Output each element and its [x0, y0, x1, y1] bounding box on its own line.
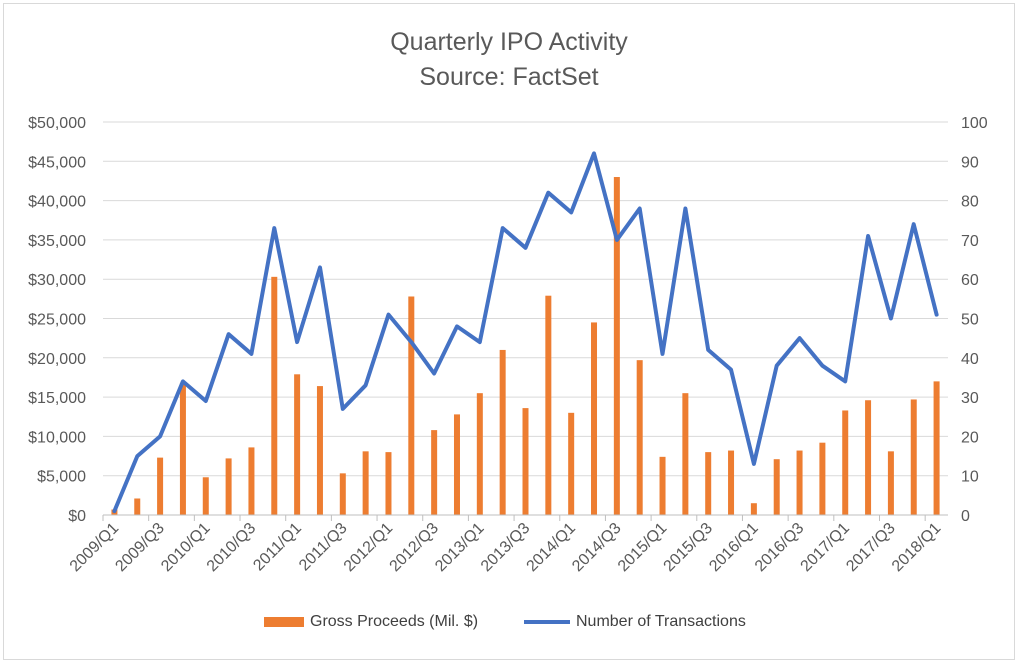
legend-label-gross-proceeds: Gross Proceeds (Mil. $) [310, 613, 479, 630]
legend-item-gross-proceeds: Gross Proceeds (Mil. $) [264, 613, 478, 631]
legend-swatch-line [524, 620, 570, 624]
chart-title: Quarterly IPO Activity [390, 28, 628, 56]
y-right-tick-label: 20 [961, 429, 979, 446]
bar-2013/Q3 [522, 408, 529, 515]
bar-series-gross-proceeds [111, 177, 940, 515]
bar-2010/Q3 [248, 447, 255, 515]
x-tick-label: 2010/Q3 [204, 520, 259, 575]
bar-2015/Q3 [705, 452, 712, 515]
bar-2013/Q4 [545, 295, 552, 515]
x-tick-label: 2009/Q3 [112, 520, 167, 575]
x-tick-label: 2014/Q1 [524, 520, 579, 575]
bar-2014/Q2 [591, 322, 598, 515]
bar-2011/Q1 [294, 374, 301, 515]
y-right-tick-label: 70 [961, 233, 979, 250]
y-right-tick-label: 60 [961, 272, 979, 289]
y-right-tick-label: 10 [961, 469, 979, 486]
x-tick-label: 2013/Q3 [478, 520, 533, 575]
bar-2016/Q3 [796, 450, 803, 515]
bar-2016/Q4 [819, 442, 826, 515]
y-left-tick-label: $50,000 [28, 115, 86, 132]
bar-2014/Q1 [568, 412, 575, 515]
bar-2012/Q2 [408, 296, 415, 515]
x-tick-label: 2013/Q1 [432, 520, 487, 575]
bar-2012/Q4 [453, 414, 460, 515]
bar-2015/Q2 [682, 393, 689, 515]
x-tick-label: 2015/Q3 [661, 520, 716, 575]
y-left-tick-label: $45,000 [28, 154, 86, 171]
bar-2017/Q4 [910, 399, 917, 515]
bar-2015/Q4 [728, 450, 735, 515]
bar-2018/Q1 [933, 381, 940, 515]
bar-2015/Q1 [659, 456, 666, 515]
bar-2012/Q3 [431, 430, 438, 515]
x-tick-label: 2017/Q3 [843, 520, 898, 575]
bar-2014/Q4 [636, 360, 643, 515]
x-tick-label: 2015/Q1 [615, 520, 670, 575]
y-right-tick-label: 40 [961, 351, 979, 368]
y-right-tick-label: 80 [961, 194, 979, 211]
bar-2009/Q4 [179, 382, 186, 515]
bar-2010/Q1 [202, 477, 209, 515]
y-left-tick-label: $30,000 [28, 272, 86, 289]
x-tick-label: 2018/Q1 [889, 520, 944, 575]
chart-subtitle: Source: FactSet [419, 63, 599, 91]
bar-2013/Q1 [476, 393, 483, 515]
x-tick-label: 2012/Q1 [341, 520, 396, 575]
y-left-tick-label: $35,000 [28, 233, 86, 250]
x-tick-label: 2009/Q1 [67, 520, 122, 575]
bar-2017/Q1 [842, 410, 849, 515]
legend-swatch-bar [264, 617, 304, 627]
line-series-transactions [112, 151, 939, 514]
y-left-tick-label: $15,000 [28, 390, 86, 407]
bar-2010/Q4 [271, 276, 278, 515]
y-right-tick-label: 0 [961, 508, 970, 525]
bar-2009/Q3 [157, 457, 164, 515]
bar-2011/Q2 [316, 386, 323, 515]
bar-2016/Q2 [773, 459, 780, 515]
y-left-tick-label: $10,000 [28, 429, 86, 446]
y-right-tick-label: 90 [961, 154, 979, 171]
x-tick-label: 2012/Q3 [387, 520, 442, 575]
y-left-tick-label: $20,000 [28, 351, 86, 368]
bar-2012/Q1 [385, 452, 392, 515]
bar-2017/Q3 [887, 451, 894, 515]
bar-2017/Q2 [865, 400, 872, 515]
bar-2014/Q3 [613, 177, 620, 515]
bar-2009/Q2 [134, 498, 141, 515]
y-left-tick-label: $5,000 [37, 469, 86, 486]
y-left-tick-label: $25,000 [28, 312, 86, 329]
x-tick-label: 2011/Q1 [250, 520, 305, 575]
bar-2010/Q2 [225, 458, 232, 515]
legend-item-transactions: Number of Transactions [524, 613, 746, 631]
x-tick-label: 2014/Q3 [569, 520, 624, 575]
bar-2011/Q4 [362, 451, 369, 515]
y-left-tick-label: $0 [68, 508, 86, 525]
x-tick-label: 2017/Q1 [798, 520, 853, 575]
legend-label-transactions: Number of Transactions [576, 613, 746, 630]
bar-2013/Q2 [499, 349, 506, 515]
bar-2011/Q3 [339, 473, 346, 515]
x-tick-label: 2016/Q1 [706, 520, 761, 575]
y-left-tick-label: $40,000 [28, 194, 86, 211]
y-right-tick-label: 50 [961, 312, 979, 329]
y-right-tick-label: 100 [961, 115, 988, 132]
x-tick-label: 2016/Q3 [752, 520, 807, 575]
y-right-tick-label: 30 [961, 390, 979, 407]
x-tick-label: 2010/Q1 [158, 520, 213, 575]
chart-frame [3, 3, 1015, 660]
bar-2016/Q1 [750, 503, 757, 515]
